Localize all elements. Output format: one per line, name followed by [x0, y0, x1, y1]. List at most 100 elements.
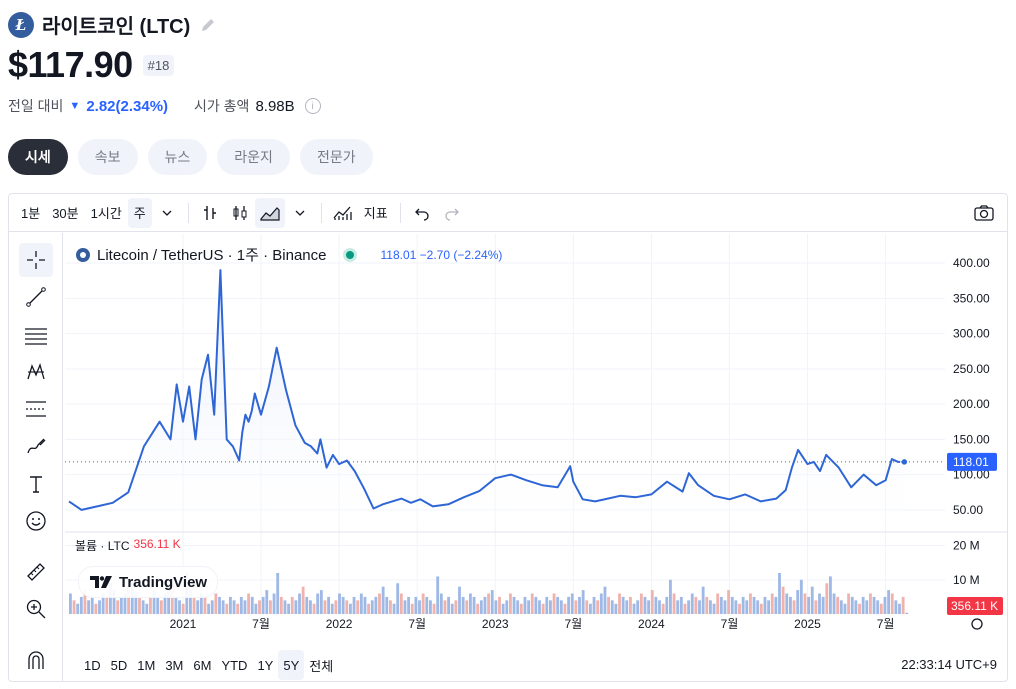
volume-bar	[236, 603, 240, 614]
volume-bar	[72, 600, 76, 614]
tab-quote[interactable]: 시세	[8, 139, 68, 175]
ruler-icon[interactable]	[19, 555, 53, 589]
price-axis-label: 200.00	[953, 397, 990, 411]
range-1m[interactable]: 1M	[137, 657, 156, 673]
candlestick-icon[interactable]	[225, 198, 255, 228]
volume-bar	[105, 596, 109, 614]
settings-gear-icon[interactable]	[971, 618, 983, 630]
volume-bar	[716, 593, 720, 614]
clock[interactable]: 22:33:14 UTC+9	[901, 657, 997, 672]
volume-bar	[654, 596, 658, 614]
volume-bar	[599, 593, 603, 614]
camera-icon[interactable]	[969, 198, 999, 228]
market-open-indicator	[346, 250, 355, 259]
volume-bar	[694, 596, 698, 614]
volume-bar	[334, 600, 338, 614]
volume-bar	[832, 593, 836, 614]
volume-bar	[374, 596, 378, 614]
volume-bar	[250, 596, 254, 614]
indicators-icon[interactable]	[328, 198, 358, 228]
volume-bar	[756, 600, 760, 614]
tradingview-logo[interactable]: TradingView	[79, 567, 218, 597]
time-axis-label: 7월	[877, 617, 895, 631]
range-1y[interactable]: 1Y	[257, 657, 274, 673]
volume-bar	[90, 596, 94, 614]
volume-bar	[559, 600, 563, 614]
volume-bar	[483, 596, 487, 614]
volume-bar	[749, 593, 752, 614]
volume-bar	[156, 596, 160, 614]
chevron-down-icon[interactable]	[285, 198, 315, 228]
range-3m[interactable]: 3M	[165, 657, 184, 673]
interval-30m[interactable]: 30분	[52, 206, 79, 221]
emoji-icon[interactable]	[19, 504, 53, 538]
time-axis-label: 2022	[326, 617, 353, 631]
price-stats: 전일 대비 ▼ 2.82(2.34%) 시가 총액 8.98B i	[8, 96, 321, 116]
volume-bar	[603, 586, 607, 614]
pencil-icon[interactable]	[198, 15, 218, 35]
tab-news[interactable]: 뉴스	[147, 139, 208, 175]
area-chart-icon[interactable]	[254, 197, 285, 228]
volume-bar	[345, 600, 349, 614]
volume-bar	[199, 593, 203, 614]
interval-1w[interactable]: 주	[127, 197, 152, 228]
volume-bar	[501, 603, 505, 614]
crosshair-icon[interactable]	[19, 243, 53, 277]
info-icon[interactable]: i	[304, 98, 321, 114]
tab-lounge[interactable]: 라운지	[217, 139, 290, 175]
indicators-button[interactable]: 지표	[363, 206, 388, 221]
volume-bar	[487, 593, 491, 614]
redo-icon[interactable]	[437, 198, 467, 228]
range-1d[interactable]: 1D	[84, 657, 101, 673]
volume-bar	[138, 596, 141, 614]
chevron-down-icon[interactable]	[152, 198, 182, 228]
range-5d[interactable]: 5D	[110, 657, 128, 673]
volume-bar	[490, 590, 494, 614]
volume-bar	[814, 600, 818, 614]
tab-breaking[interactable]: 속보	[77, 139, 138, 175]
magnet-icon[interactable]	[19, 643, 53, 677]
range-ytd[interactable]: YTD	[221, 657, 248, 673]
volume-bar	[214, 593, 218, 614]
volume-bar	[447, 596, 451, 614]
volume-bar	[709, 600, 712, 614]
volume-bar	[83, 590, 87, 614]
volume-bar	[356, 600, 360, 614]
volume-bar	[323, 600, 327, 614]
interval-1m[interactable]: 1분	[21, 206, 41, 221]
volume-bar	[298, 593, 301, 614]
range-6m[interactable]: 6M	[193, 657, 212, 673]
volume-bar	[370, 600, 374, 614]
bar-chart-icon[interactable]	[195, 198, 225, 228]
chart-pane[interactable]: 400.00 350.00 300.00 250.00 200.00 150.00 100.…	[65, 234, 1007, 681]
volume-bar	[279, 596, 283, 614]
volume-bar	[69, 593, 72, 614]
volume-bar	[705, 596, 709, 614]
symbol-title[interactable]: Litecoin / TetherUS · 1주 · Binance	[97, 247, 327, 264]
volume-bar	[901, 596, 905, 614]
range-all[interactable]: 전체	[309, 658, 334, 674]
text-tool-icon[interactable]	[19, 467, 53, 501]
pattern-icon[interactable]	[19, 355, 53, 389]
prediction-icon[interactable]	[19, 392, 53, 426]
volume-bar	[349, 603, 352, 614]
zoom-in-icon[interactable]	[19, 592, 53, 626]
volume-bar	[839, 600, 843, 614]
range-5y[interactable]: 5Y	[278, 650, 305, 680]
change-value: 2.82(2.34%)	[86, 97, 169, 115]
volume-bar	[367, 603, 371, 614]
chart-toolbar: 1분 30분 1시간 주 지표	[9, 194, 1007, 232]
undo-icon[interactable]	[407, 198, 437, 228]
volume-bar	[618, 593, 621, 614]
interval-1h[interactable]: 1시간	[90, 206, 122, 221]
trend-line-icon[interactable]	[19, 280, 53, 314]
tab-experts[interactable]: 전문가	[299, 139, 373, 175]
volume-bar	[687, 600, 691, 614]
volume-bar	[854, 600, 858, 614]
volume-bar	[872, 596, 876, 614]
brush-icon[interactable]	[19, 429, 53, 463]
volume-bar	[225, 603, 229, 614]
volume-bar	[309, 600, 312, 614]
volume-bar	[690, 593, 694, 614]
fib-retracement-icon[interactable]	[19, 318, 53, 352]
